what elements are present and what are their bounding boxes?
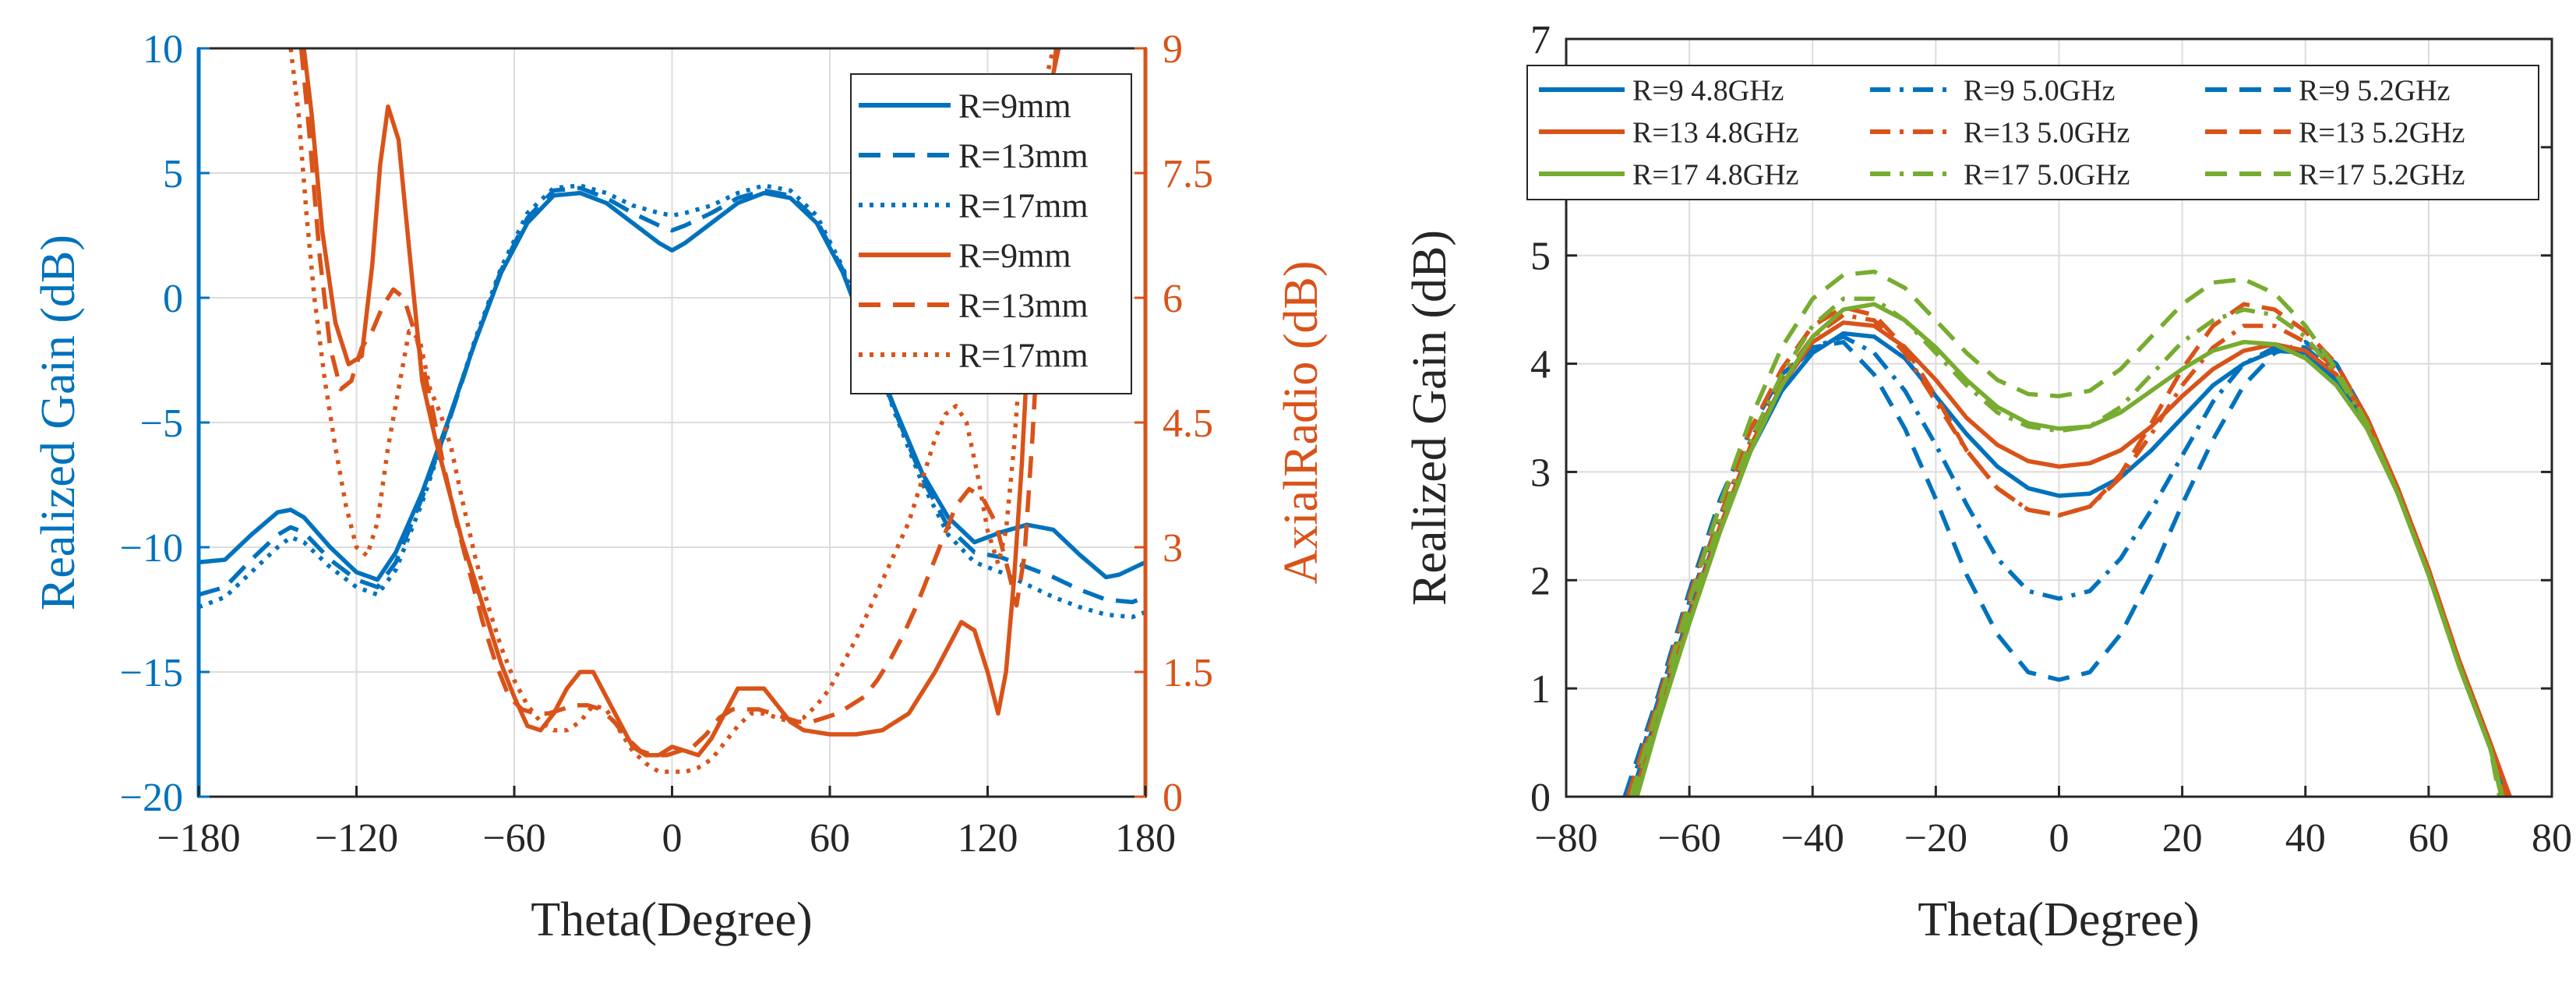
legend-label: R=13 5.2GHz [2299,116,2465,149]
x-tick-label: 180 [1115,816,1176,861]
y2-tick-label: 4.5 [1163,401,1213,446]
y2-tick-label: 3 [1163,526,1183,571]
y-tick-label: 10 [143,27,183,72]
series-line-r-9mm-solid [302,48,1061,758]
x-tick-label: 40 [2285,816,2326,861]
left-ticks: −180 −120 −60 0 60 120 180 −20 −15 −10 −5 0 5 10 0 1.5 3… [120,27,1213,861]
y-tick-label: 1 [1530,667,1551,712]
y-tick-label: 0 [1530,776,1551,820]
right-chart-panel: −80−60−40−2002040608001234567 Theta(Degr… [1403,18,2572,946]
x-tick-label: 60 [810,816,850,861]
left-legend-box [850,73,1132,394]
legend-label: R=9mm [958,236,1071,274]
left-chart-panel: −180 −120 −60 0 60 120 180 −20 −15 −10 −5 0 5 10 0 1.5 3… [32,27,1328,946]
legend-label: R=17 5.2GHz [2299,158,2465,191]
right-ticks: −80−60−40−2002040608001234567 [1530,18,2572,861]
x-tick-label: −60 [482,816,545,861]
left-legend: R=9mm R=13mm R=17mm R=9mm R=13mm R=17mm [850,73,1132,394]
legend-label: R=13mm [958,136,1089,175]
y-tick-label: −5 [140,401,183,446]
y2-tick-label: 6 [1163,277,1183,321]
legend-label: R=13 4.8GHz [1632,116,1799,149]
series-line-r-17mm-dotted [288,48,1056,774]
y-tick-label: 2 [1530,559,1551,603]
right-legend: R=9 4.8GHz R=9 5.0GHz R=9 5.2GHz R=13 4.8GH… [1526,65,2539,200]
y-tick-label: 0 [163,277,183,321]
y-tick-label: −15 [120,651,183,695]
y-tick-label: 5 [163,152,183,196]
y2-tick-label: 7.5 [1163,152,1213,196]
right-x-axis-title: Theta(Degree) [1918,893,2199,946]
x-tick-label: 0 [662,816,683,861]
legend-label: R=17 5.0GHz [1964,158,2130,191]
series-line-r-17-5-2ghz-dashed [1629,269,2502,797]
y2-tick-label: 0 [1163,776,1183,820]
x-tick-label: 0 [2049,816,2070,861]
series-line-r-13-5-2ghz-dashed [1625,302,2508,797]
right-series-lines [1622,269,2512,797]
legend-label: R=17mm [958,186,1089,225]
series-line-r-13mm-dashed [298,48,1059,758]
legend-label: R=9mm [958,87,1071,125]
y-tick-label: −10 [120,526,183,571]
y-tick-label: −20 [120,776,183,820]
left-y-axis-title: Realized Gain (dB) [32,235,85,610]
y2-tick-label: 9 [1163,27,1183,72]
legend-label: R=17mm [958,336,1089,374]
legend-label: R=9 5.0GHz [1964,74,2115,107]
right-legend-box [1526,65,2539,200]
x-tick-label: −40 [1781,816,1844,861]
legend-label: R=9 4.8GHz [1632,74,1784,107]
left-y2-axis-title: AxialRadio (dB) [1275,261,1328,585]
y2-tick-label: 1.5 [1163,651,1213,695]
x-tick-label: 60 [2408,816,2449,861]
series-line-r-13mm-dashed [199,186,1145,605]
series-line-r-9mm-solid [199,190,1145,582]
x-tick-label: −120 [315,816,398,861]
x-tick-label: 120 [958,816,1018,861]
x-tick-label: 20 [2162,816,2203,861]
x-tick-label: −80 [1534,816,1597,861]
y-tick-label: 3 [1530,451,1551,495]
y-tick-label: 7 [1530,18,1551,62]
right-y-axis-title: Realized Gain (dB) [1403,230,1456,606]
legend-label: R=17 4.8GHz [1632,158,1799,191]
series-line-r-17-5-0ghz-dashdot [1632,296,2504,797]
left-x-axis-title: Theta(Degree) [531,893,812,946]
legend-label: R=13mm [958,286,1089,324]
y-tick-label: 5 [1530,235,1551,279]
x-tick-label: 80 [2532,816,2572,861]
x-tick-label: −180 [157,816,240,861]
legend-label: R=13 5.0GHz [1964,116,2130,149]
x-tick-label: −20 [1904,816,1967,861]
legend-label: R=9 5.2GHz [2299,74,2451,107]
series-line-r-17mm-dotted [199,183,1145,620]
x-tick-label: −60 [1657,816,1720,861]
left-series-lines [199,48,1145,774]
y-tick-label: 4 [1530,343,1551,387]
